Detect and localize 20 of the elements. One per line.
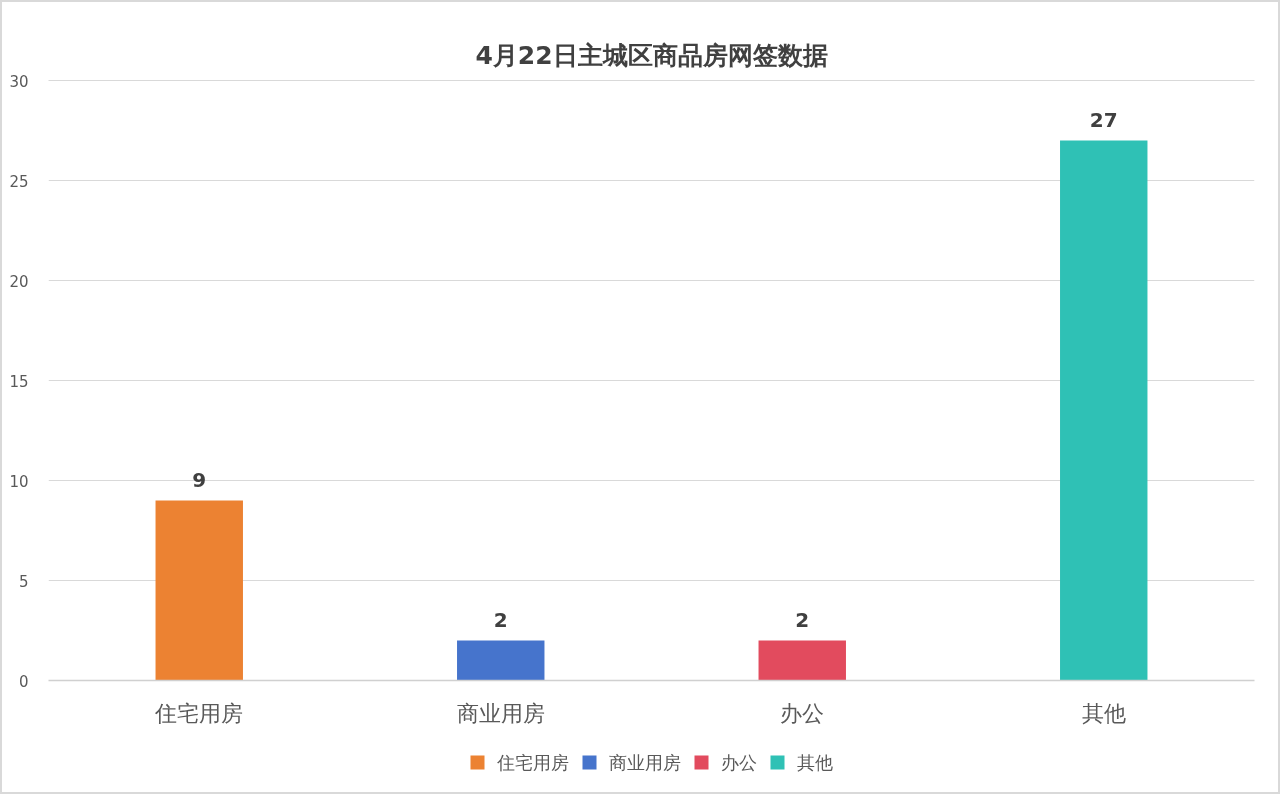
y-tick-label: 0	[18, 672, 29, 691]
data-label: 9	[192, 467, 207, 492]
y-tick-label: 5	[18, 572, 29, 591]
legend-label: 住宅用房	[495, 752, 569, 773]
y-tick-label: 30	[9, 72, 29, 91]
y-tick-label: 15	[9, 372, 29, 391]
x-tick-label: 商业用房	[456, 700, 545, 726]
x-tick-label: 其他	[1081, 700, 1126, 726]
chart-title: 4月22日主城区商品房网签数据	[475, 40, 828, 70]
x-tick-label: 办公	[780, 700, 825, 726]
y-tick-label: 20	[9, 272, 29, 291]
y-tick-label: 25	[9, 172, 29, 191]
data-label: 2	[493, 607, 508, 632]
y-tick-label: 10	[9, 472, 29, 491]
x-tick-label: 住宅用房	[154, 700, 244, 726]
data-label: 2	[795, 607, 810, 632]
legend-label: 商业用房	[608, 752, 681, 773]
legend-label: 其他	[796, 752, 833, 773]
legend-label: 办公	[720, 752, 757, 773]
data-label: 27	[1089, 107, 1118, 132]
